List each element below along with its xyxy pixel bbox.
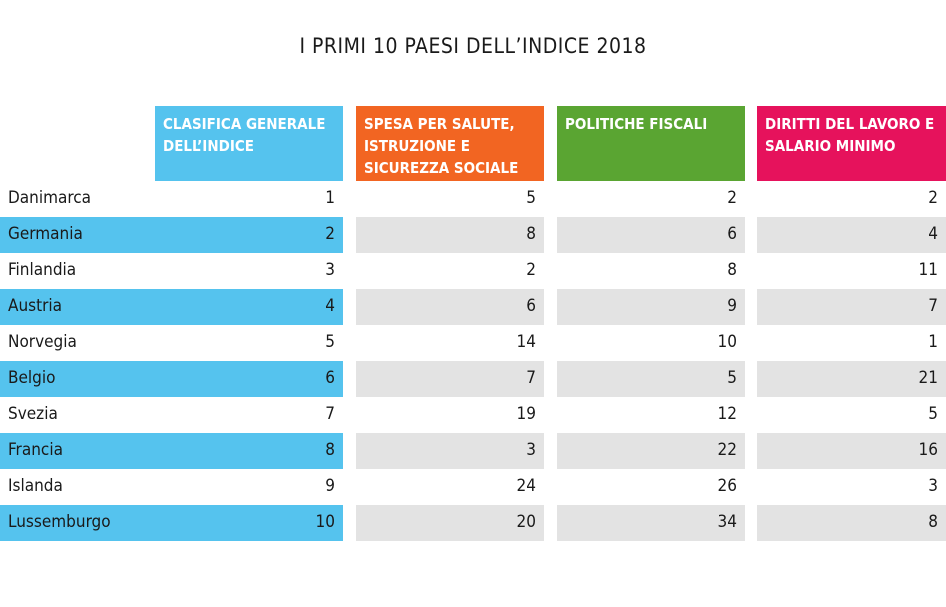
row-stripe [155,289,343,325]
tax-policies-cell: 22 [557,433,745,469]
country-name: Danimarca [8,188,92,208]
header-labour-rights: DIRITTI DEL LAVORO E SALARIO MINIMO [757,106,946,181]
social-spending-cell: 3 [356,433,544,469]
table-row: Austria 4 6 9 7 [0,289,946,325]
labour-rights-cell: 8 [757,505,946,541]
tax-policies-cell: 10 [717,332,737,352]
social-spending-cell: 6 [356,289,544,325]
overall-rank-cell: 5 [325,332,335,352]
social-spending-cell: 7 [356,361,544,397]
tax-policies-cell: 34 [557,505,745,541]
table-row: Danimarca 1 5 2 2 [0,181,946,217]
labour-rights-cell: 1 [928,332,938,352]
table-row: Lussemburgo 10 20 34 8 [0,505,946,541]
tax-policies-cell: 8 [727,260,737,280]
country-name: Austria [0,289,155,325]
labour-rights-cell: 21 [757,361,946,397]
labour-rights-cell: 16 [757,433,946,469]
table-row: Svezia 7 19 12 5 [0,397,946,433]
labour-rights-cell: 11 [918,260,938,280]
labour-rights-cell: 2 [928,188,938,208]
social-spending-cell: 8 [356,217,544,253]
tax-policies-cell: 26 [717,476,737,496]
country-name: Finlandia [8,260,77,280]
country-name: Francia [0,433,155,469]
tax-policies-cell: 5 [557,361,745,397]
overall-rank-cell: 4 [325,296,335,316]
tax-policies-cell: 9 [557,289,745,325]
header-social-spending: SPESA PER SALUTE, ISTRUZIONE E SICUREZZA… [356,106,544,181]
overall-rank-cell: 1 [325,188,335,208]
chart-title: I PRIMI 10 PAESI DELL’INDICE 2018 [299,34,647,58]
social-spending-cell: 19 [516,404,536,424]
overall-rank-cell: 3 [325,260,335,280]
overall-rank-cell: 7 [325,404,335,424]
social-spending-cell: 5 [526,188,536,208]
table-row: Francia 8 3 22 16 [0,433,946,469]
country-name: Norvegia [8,332,77,352]
header-overall-rank: CLASIFICA GENERALE DELL’INDICE [155,106,343,181]
tax-policies-cell: 2 [727,188,737,208]
row-stripe [155,361,343,397]
social-spending-cell: 14 [516,332,536,352]
social-spending-cell: 24 [516,476,536,496]
table-row: Finlandia 3 2 8 11 [0,253,946,289]
row-stripe [155,217,343,253]
labour-rights-cell: 3 [928,476,938,496]
row-stripe [155,505,343,541]
overall-rank-cell: 10 [315,512,335,532]
country-name: Lussemburgo [0,505,155,541]
overall-rank-cell: 8 [325,440,335,460]
table-row: Norvegia 5 14 10 1 [0,325,946,361]
table-row: Germania 2 8 6 4 [0,217,946,253]
social-spending-cell: 20 [356,505,544,541]
tax-policies-cell: 6 [557,217,745,253]
row-stripe [155,433,343,469]
overall-rank-cell: 6 [325,368,335,388]
country-name: Belgio [0,361,155,397]
table-row: Belgio 6 7 5 21 [0,361,946,397]
country-name: Germania [0,217,155,253]
overall-rank-cell: 9 [325,476,335,496]
country-name: Svezia [8,404,58,424]
labour-rights-cell: 7 [757,289,946,325]
social-spending-cell: 2 [526,260,536,280]
country-name: Islanda [8,476,63,496]
tax-policies-cell: 12 [717,404,737,424]
table-row: Islanda 9 24 26 3 [0,469,946,505]
labour-rights-cell: 4 [757,217,946,253]
overall-rank-cell: 2 [325,224,335,244]
header-tax-policies: POLITICHE FISCALI [557,106,745,181]
labour-rights-cell: 5 [928,404,938,424]
